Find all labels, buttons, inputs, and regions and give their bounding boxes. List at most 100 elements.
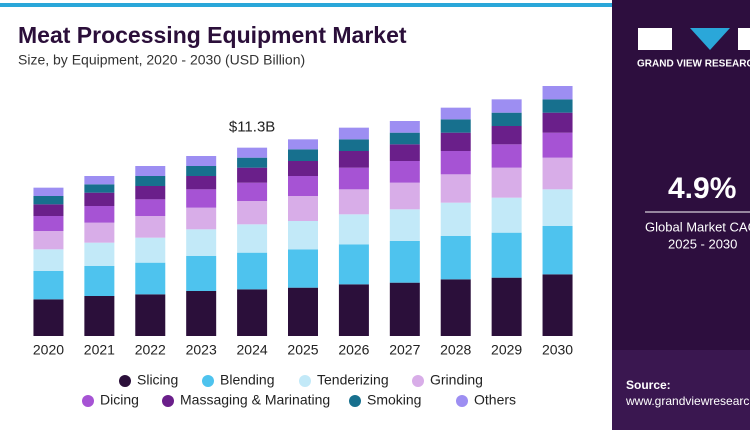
bar-segment xyxy=(338,151,369,168)
x-tick-label: 2030 xyxy=(542,342,573,358)
bar-segment xyxy=(542,189,573,226)
bar-segment xyxy=(84,222,115,243)
annotation: $11.3B xyxy=(229,119,275,136)
bar-segment xyxy=(288,249,318,288)
bar-segment xyxy=(237,252,268,290)
x-tick-label: 2020 xyxy=(33,342,64,358)
bar-segment xyxy=(389,144,420,161)
bar-segment xyxy=(389,241,420,283)
bar-segment xyxy=(288,149,318,161)
legend-label: Others xyxy=(474,392,516,408)
bar-segment xyxy=(135,186,166,200)
legend-label: Blending xyxy=(220,372,275,388)
bar-segment xyxy=(135,262,166,295)
bar-segment xyxy=(338,284,369,336)
x-tick-label: 2024 xyxy=(237,342,268,358)
legend-marker xyxy=(119,375,131,387)
bar-segment xyxy=(33,249,64,271)
bar-segment xyxy=(491,197,522,233)
bar-segment xyxy=(135,166,166,176)
bar-segment xyxy=(33,231,64,250)
legend-marker xyxy=(299,375,311,387)
bar-segment xyxy=(440,151,471,175)
bar-segment xyxy=(84,184,115,193)
bar-segment xyxy=(237,201,268,225)
bar-segment xyxy=(84,296,115,336)
bar-segment xyxy=(491,167,522,198)
bar-segment xyxy=(33,271,64,300)
bar-segment xyxy=(288,221,318,250)
bar-segment xyxy=(389,132,420,145)
bar-segment xyxy=(186,176,217,190)
bar-segment xyxy=(542,226,573,275)
chart-title: Meat Processing Equipment Market xyxy=(18,22,407,48)
legend-label: Tenderizing xyxy=(317,372,389,388)
logo-v xyxy=(690,28,730,50)
legend-label: Slicing xyxy=(137,372,178,388)
source: www.grandviewresearch.com xyxy=(625,394,750,408)
bar-segment xyxy=(186,291,217,336)
bar-segment xyxy=(135,199,166,216)
bar-segment xyxy=(84,242,115,266)
bar-segment xyxy=(338,127,369,140)
chart-subtitle: Size, by Equipment, 2020 - 2030 (USD Bil… xyxy=(18,52,305,68)
bar-segment xyxy=(33,196,64,205)
bar-segment xyxy=(389,121,420,133)
x-tick-label: 2025 xyxy=(287,342,318,358)
bar-segment xyxy=(542,86,573,100)
bar-segment xyxy=(440,107,471,120)
period: 2025 - 2030 xyxy=(668,236,737,251)
side-panel-footer xyxy=(612,350,750,430)
logo-r xyxy=(738,28,750,50)
bar-segment xyxy=(288,196,318,221)
bar-segment xyxy=(491,126,522,145)
bar-segment xyxy=(186,166,217,176)
legend-marker xyxy=(82,395,94,407)
x-tick-label: 2021 xyxy=(84,342,115,358)
bar-segment xyxy=(491,232,522,278)
top-rule xyxy=(0,3,612,7)
bar-segment xyxy=(135,176,166,186)
bar-segment xyxy=(440,174,471,203)
bar-segment xyxy=(237,167,268,183)
bar-segment xyxy=(440,202,471,236)
bar-segment xyxy=(237,289,268,336)
legend-label: Massaging & Marinating xyxy=(180,392,330,408)
bar-segment xyxy=(440,132,471,151)
bar-segment xyxy=(389,209,420,241)
bar-segment xyxy=(542,132,573,158)
bar-segment xyxy=(542,157,573,190)
bar-segment xyxy=(33,187,64,196)
bar-segment xyxy=(84,192,115,206)
bar-segment xyxy=(491,112,522,126)
bar-segment xyxy=(237,157,268,168)
x-tick-label: 2026 xyxy=(338,342,369,358)
legend-label: Dicing xyxy=(100,392,139,408)
bar-segment xyxy=(135,237,166,263)
brand: GRAND VIEW RESEARCH xyxy=(637,59,750,70)
bar-segment xyxy=(338,139,369,151)
bar-segment xyxy=(491,99,522,113)
bar-segment xyxy=(288,287,318,336)
bar-segment xyxy=(186,156,217,166)
bar-segment xyxy=(288,161,318,176)
bar-segment xyxy=(491,277,522,336)
bar-segment xyxy=(389,282,420,336)
bar-segment xyxy=(33,299,64,336)
bar-segment xyxy=(288,139,318,150)
x-tick-label: 2029 xyxy=(491,342,522,358)
bar-segment xyxy=(186,229,217,256)
bar-segment xyxy=(491,144,522,168)
bar-segment xyxy=(440,119,471,133)
x-tick-label: 2022 xyxy=(135,342,166,358)
bar-segment xyxy=(338,214,369,245)
bar-segment xyxy=(440,236,471,280)
legend-label: Smoking xyxy=(367,392,421,408)
bar-segment xyxy=(237,224,268,253)
bar-segment xyxy=(186,189,217,208)
bar-segment xyxy=(84,206,115,223)
bar-segment xyxy=(440,279,471,336)
source-label: Source: xyxy=(626,378,671,392)
